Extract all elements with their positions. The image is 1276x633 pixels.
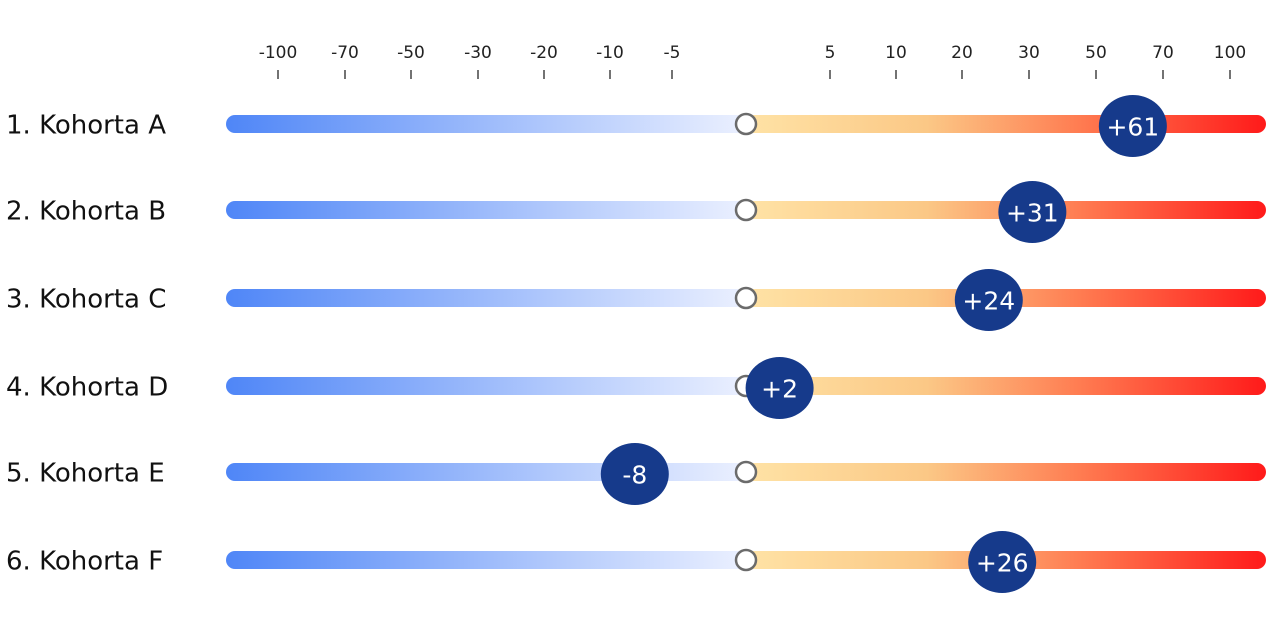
axis-tick-label: -30 xyxy=(464,43,492,63)
axis-tick-label: 5 xyxy=(825,43,836,63)
axis-tick-label: -20 xyxy=(530,43,558,63)
axis-tick-label: 50 xyxy=(1085,43,1107,63)
cohort-row: 4. Kohorta D +2 xyxy=(6,357,1266,419)
negative-track xyxy=(226,201,755,219)
value-badge xyxy=(954,269,1023,331)
axis-tick-label: 10 xyxy=(885,43,907,63)
value-label: +61 xyxy=(1106,113,1159,142)
value-badge xyxy=(1098,95,1167,157)
value-label: +24 xyxy=(962,287,1015,316)
cohort-label: 3. Kohorta C xyxy=(6,285,166,315)
zero-marker xyxy=(734,460,758,484)
axis-scale: -100 -70 -50 -30 -20 -10 -5 5 10 20 30 50 70 100 xyxy=(259,43,1246,79)
axis-tick-label: -70 xyxy=(331,43,359,63)
axis-tick-label: -10 xyxy=(596,43,624,63)
value-badge xyxy=(998,181,1067,243)
cohort-label: 6. Kohorta F xyxy=(6,547,163,577)
negative-track xyxy=(226,463,755,481)
positive-track xyxy=(744,377,1266,395)
negative-track xyxy=(226,377,755,395)
axis-tick-label: 30 xyxy=(1018,43,1040,63)
value-label: +31 xyxy=(1006,199,1059,228)
zero-marker xyxy=(734,548,758,572)
axis-tick-label: -5 xyxy=(664,43,681,63)
axis-tick-label: 100 xyxy=(1214,43,1246,63)
positive-track xyxy=(744,463,1266,481)
cohort-label: 1. Kohorta A xyxy=(6,111,166,141)
value-label: -8 xyxy=(622,461,647,490)
cohort-row: 1. Kohorta A +61 xyxy=(6,95,1266,157)
cohort-row: 3. Kohorta C +24 xyxy=(6,269,1266,331)
cohort-rows: 1. Kohorta A +61 2. Kohorta B +31 3. Kohorta… xyxy=(6,95,1266,593)
value-badge xyxy=(968,531,1037,593)
value-badge xyxy=(600,443,669,505)
negative-track xyxy=(226,289,755,307)
cohort-row: 6. Kohorta F +26 xyxy=(6,531,1266,593)
axis-tick-label: 70 xyxy=(1152,43,1174,63)
axis-tick-label: 20 xyxy=(951,43,973,63)
positive-track xyxy=(744,115,1266,133)
cohort-label: 2. Kohorta B xyxy=(6,197,166,227)
axis-tick-label: -50 xyxy=(397,43,425,63)
negative-track xyxy=(226,115,755,133)
zero-marker xyxy=(734,286,758,310)
cohort-label: 5. Kohorta E xyxy=(6,459,165,489)
cohort-row: 5. Kohorta E -8 xyxy=(6,443,1266,505)
cohort-label: 4. Kohorta D xyxy=(6,373,168,403)
cohort-row: 2. Kohorta B +31 xyxy=(6,181,1266,243)
negative-track xyxy=(226,551,755,569)
value-badge xyxy=(745,357,814,419)
value-label: +26 xyxy=(976,549,1029,578)
zero-marker xyxy=(734,198,758,222)
axis-tick-label: -100 xyxy=(259,43,298,63)
zero-marker xyxy=(734,112,758,136)
value-label: +2 xyxy=(761,375,798,404)
